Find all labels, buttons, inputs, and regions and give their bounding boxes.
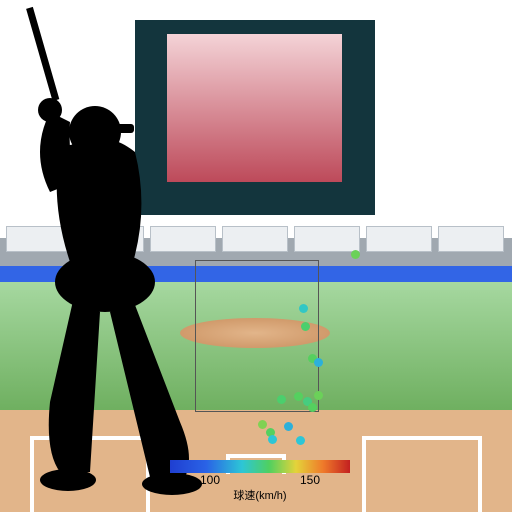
pitch-marker — [284, 422, 293, 431]
speed-legend: 100 150 球速(km/h) — [170, 460, 350, 503]
plate-line — [478, 436, 482, 512]
legend-tick: 150 — [300, 473, 320, 487]
plate-line — [362, 436, 482, 440]
stand-segment — [438, 226, 504, 252]
pitch-marker — [299, 304, 308, 313]
pitch-marker — [314, 391, 323, 400]
pitch-marker — [277, 395, 286, 404]
legend-tick: 100 — [200, 473, 220, 487]
legend-ticks: 100 150 — [170, 473, 350, 489]
pitch-marker — [294, 392, 303, 401]
pitch-marker — [308, 403, 317, 412]
pitch-marker — [296, 436, 305, 445]
stand-segment — [294, 226, 360, 252]
chart-stage: 100 150 球速(km/h) — [0, 0, 512, 512]
turbo-gradient-icon — [170, 460, 350, 473]
batter-silhouette — [0, 2, 270, 510]
legend-colorbar — [170, 460, 350, 473]
plate-line — [362, 436, 366, 512]
pitch-marker — [314, 358, 323, 367]
pitch-marker — [351, 250, 360, 259]
pitch-marker — [301, 322, 310, 331]
stand-segment — [366, 226, 432, 252]
legend-title: 球速(km/h) — [170, 487, 350, 503]
